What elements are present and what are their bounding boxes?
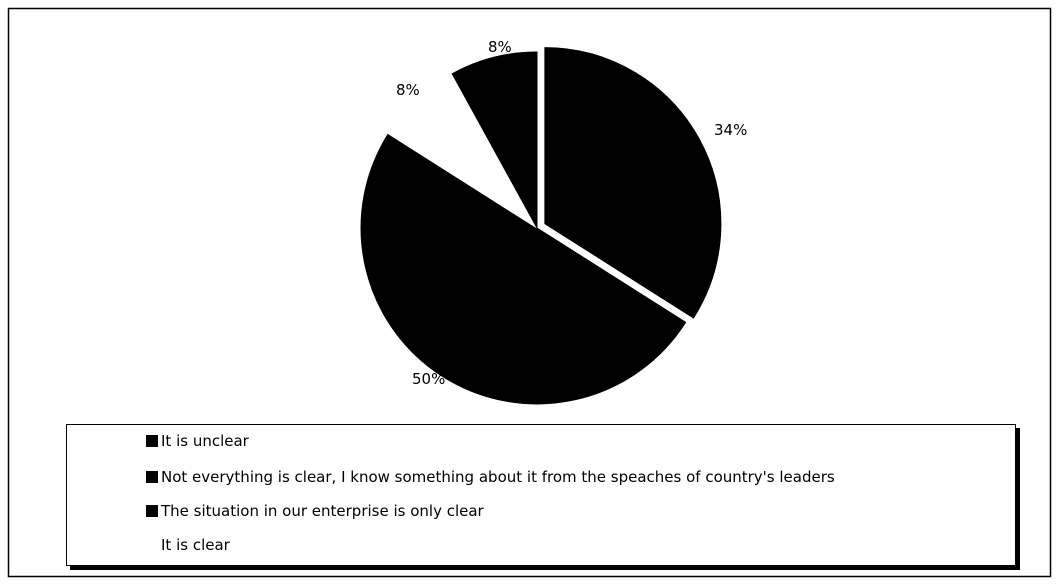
legend-item-0: It is unclear [146, 429, 249, 453]
slices-layer [360, 47, 722, 405]
pie-slice-3 [387, 73, 538, 229]
slice-label-1: 34% [714, 121, 747, 139]
slice-label-2: 50% [412, 370, 445, 388]
labels-layer: 34% 50% 8% 8% [396, 38, 747, 388]
legend-label-2: The situation in our enterprise is only … [161, 502, 484, 520]
pie-slice-1 [544, 47, 722, 319]
pie-slice-2 [360, 133, 687, 405]
legend-item-1: Not everything is clear, I know somethin… [146, 465, 835, 489]
legend-item-2: The situation in our enterprise is only … [146, 499, 484, 523]
legend-swatch-2 [146, 505, 158, 517]
legend-swatch-0 [146, 435, 158, 447]
pie-slice-0 [451, 51, 538, 229]
legend-item-3: It is clear [146, 533, 230, 557]
legend-swatch-3 [146, 539, 158, 551]
legend: It is unclear Not everything is clear, I … [66, 424, 1016, 566]
legend-swatch-1 [146, 471, 158, 483]
legend-label-0: It is unclear [161, 432, 249, 450]
legend-label-1: Not everything is clear, I know somethin… [161, 468, 835, 486]
slice-label-0: 8% [488, 38, 512, 56]
slice-label-3: 8% [396, 81, 420, 99]
legend-label-3: It is clear [161, 536, 230, 554]
